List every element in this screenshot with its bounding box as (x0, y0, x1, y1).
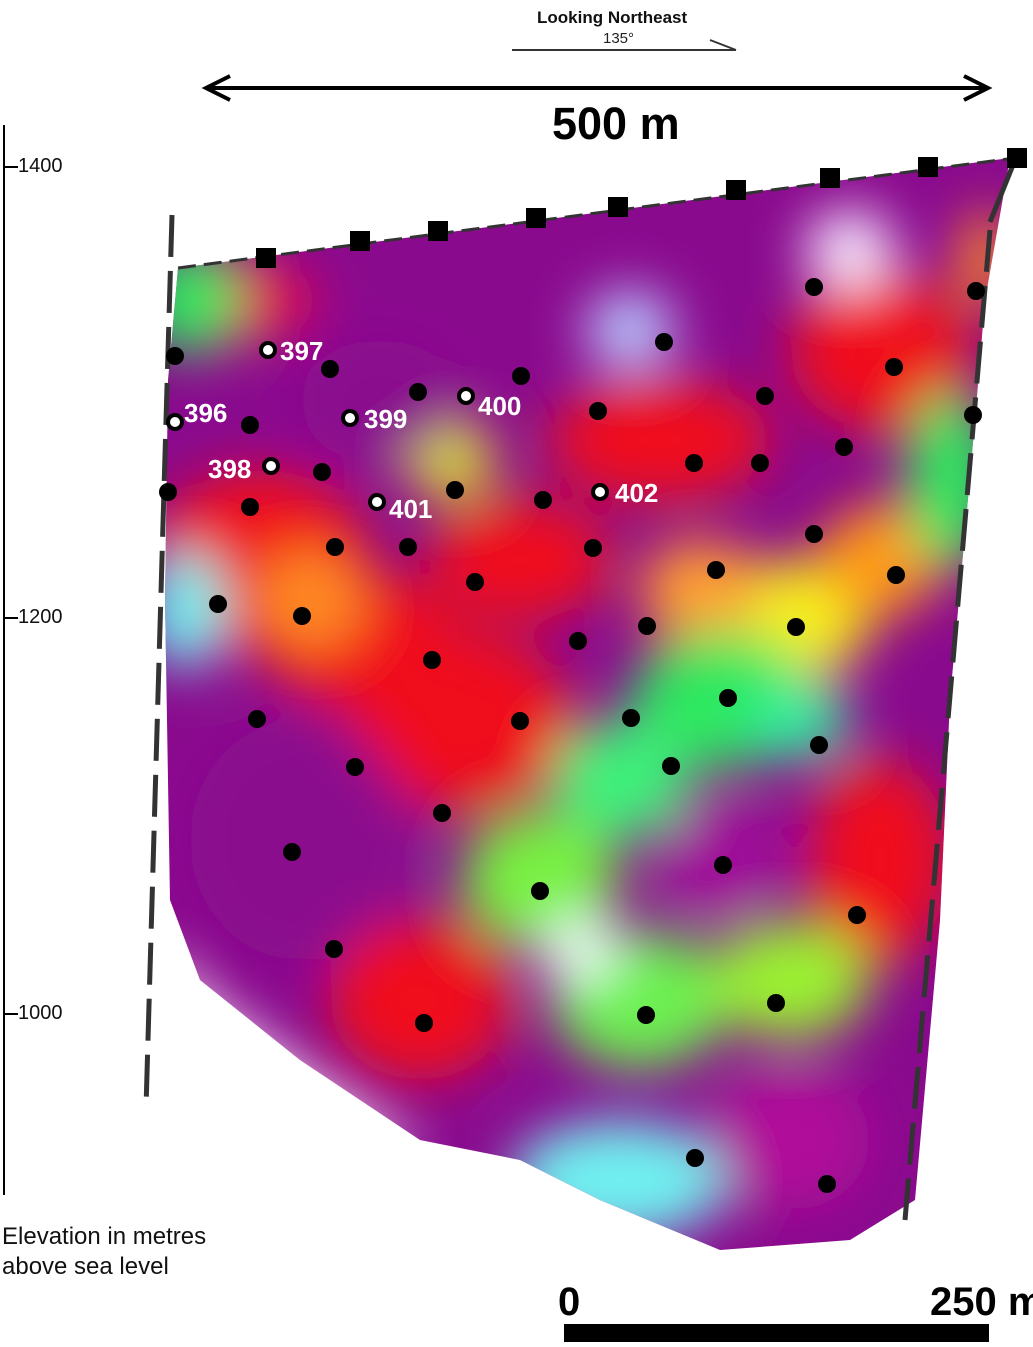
sample-point-24 (584, 539, 602, 557)
sample-point-14 (685, 454, 703, 472)
sample-point-30 (638, 617, 656, 635)
hole-point-402 (591, 483, 609, 501)
sample-point-10 (589, 402, 607, 420)
sample-point-22 (326, 538, 344, 556)
sample-point-20 (241, 498, 259, 516)
sample-point-48 (637, 1006, 655, 1024)
elevation-tick-1000: 1000 (18, 1002, 63, 1024)
heatmap-blobs (165, 210, 1010, 1240)
width-dimension-arrow (201, 74, 993, 102)
elevation-tick-1200: 1200 (18, 606, 63, 628)
orientation-title: Looking Northeast (537, 8, 688, 27)
hole-point-401 (368, 493, 386, 511)
collar-marker-7 (820, 168, 840, 188)
sample-point-27 (466, 573, 484, 591)
sample-point-9 (756, 387, 774, 405)
sample-point-35 (248, 710, 266, 728)
collar-marker-6 (726, 180, 746, 200)
sample-point-28 (209, 595, 227, 613)
sample-point-13 (835, 438, 853, 456)
sample-point-49 (415, 1014, 433, 1032)
sample-point-46 (325, 940, 343, 958)
orientation-arrow (512, 39, 737, 51)
collar-marker-4 (526, 208, 546, 228)
hole-point-400 (457, 387, 475, 405)
sample-point-33 (423, 651, 441, 669)
hole-point-398 (262, 457, 280, 475)
sample-point-40 (346, 758, 364, 776)
sample-point-16 (313, 463, 331, 481)
elevation-tick-1400: 1400 (18, 155, 63, 177)
sample-point-43 (714, 856, 732, 874)
sample-point-8 (409, 383, 427, 401)
scale-start-label: 0 (558, 1280, 581, 1324)
sample-point-3 (655, 333, 673, 351)
elevation-caption: Elevation in metres above sea level (2, 1222, 206, 1282)
sample-point-38 (810, 736, 828, 754)
sample-point-15 (751, 454, 769, 472)
sample-point-39 (662, 757, 680, 775)
surface-line (177, 156, 1018, 270)
sample-point-47 (767, 994, 785, 1012)
hole-label-398: 398 (208, 454, 252, 484)
sample-point-51 (818, 1175, 836, 1193)
hole-label-402: 402 (615, 478, 659, 508)
sample-point-5 (321, 360, 339, 378)
collar-marker-9 (1007, 148, 1027, 168)
sample-point-25 (707, 561, 725, 579)
sample-point-19 (534, 491, 552, 509)
scale-end-label: 250 m (930, 1280, 1033, 1324)
collar-marker-3 (428, 221, 448, 241)
sample-point-31 (569, 632, 587, 650)
sample-point-36 (511, 712, 529, 730)
hole-label-399: 399 (364, 404, 408, 434)
orientation-bearing: 135° (603, 30, 635, 47)
sample-point-6 (885, 358, 903, 376)
sample-point-12 (241, 416, 259, 434)
hole-point-397 (259, 341, 277, 359)
sample-point-26 (887, 566, 905, 584)
sample-point-11 (964, 406, 982, 424)
heatmap-body (165, 158, 1010, 1250)
sample-point-2 (967, 282, 985, 300)
collar-marker-1 (256, 248, 276, 268)
hole-point-399 (341, 409, 359, 427)
sample-point-50 (686, 1149, 704, 1167)
hole-label-401: 401 (389, 494, 433, 524)
sample-point-37 (622, 709, 640, 727)
sample-point-17 (446, 481, 464, 499)
collar-marker-8 (918, 157, 938, 177)
sample-points (159, 278, 985, 1193)
elevation-axis (3, 125, 18, 1195)
collar-marker-5 (608, 197, 628, 217)
elevation-caption-line2: above sea level (2, 1253, 169, 1280)
sample-point-18 (159, 483, 177, 501)
sample-point-1 (805, 278, 823, 296)
sample-point-23 (399, 538, 417, 556)
sample-point-4 (166, 347, 184, 365)
elevation-caption-line1: Elevation in metres (2, 1223, 207, 1250)
collar-markers (256, 148, 1027, 268)
sample-point-44 (531, 882, 549, 900)
width-label: 500 m (552, 98, 680, 149)
sample-point-29 (293, 607, 311, 625)
scale-bar (564, 1324, 989, 1342)
sample-point-32 (787, 618, 805, 636)
sample-point-41 (433, 804, 451, 822)
collar-marker-2 (350, 231, 370, 251)
sample-point-7 (512, 367, 530, 385)
sample-point-45 (848, 906, 866, 924)
hole-label-400: 400 (478, 391, 522, 421)
sample-point-42 (283, 843, 301, 861)
sample-point-34 (719, 689, 737, 707)
hole-point-396 (166, 413, 184, 431)
sample-point-21 (805, 525, 823, 543)
section-boundaries (143, 214, 993, 1221)
hole-label-396: 396 (184, 398, 228, 428)
hole-label-397: 397 (280, 336, 324, 366)
